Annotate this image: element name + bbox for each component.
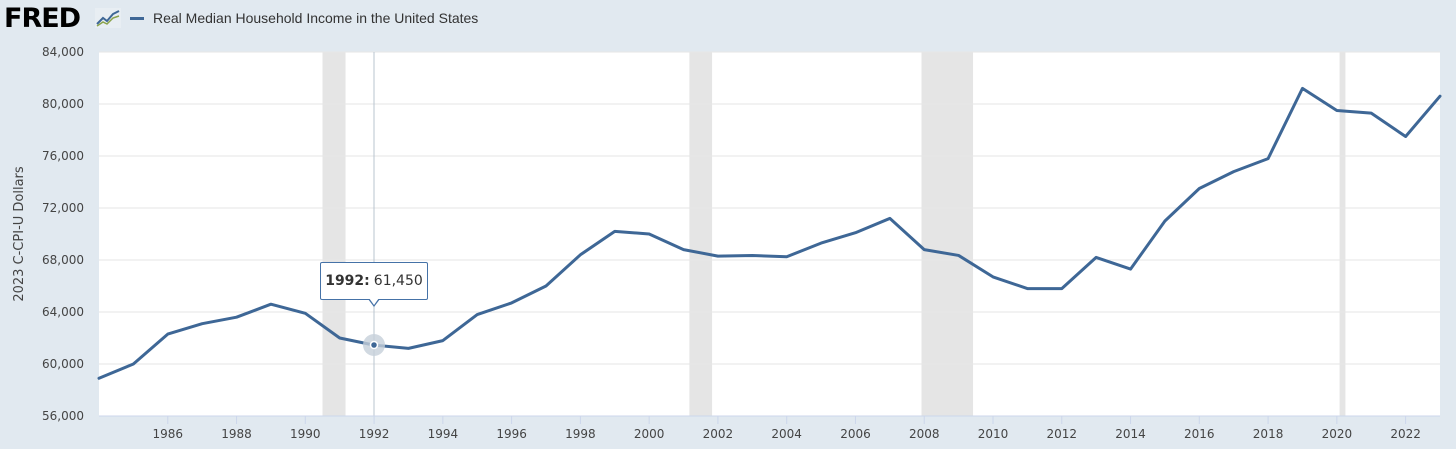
x-tick-label: 1986: [152, 427, 183, 441]
y-axis-title: 2023 C-CPI-U Dollars: [12, 166, 27, 302]
x-tick-label: 2004: [771, 427, 802, 441]
legend-label: Real Median Household Income in the Unit…: [153, 10, 479, 26]
recession-band: [322, 52, 346, 416]
y-tick-label: 60,000: [42, 357, 84, 371]
series-layer: [97, 86, 1442, 380]
y-tick-label: 68,000: [42, 253, 84, 267]
series-line: [97, 86, 1442, 380]
y-tick-label: 80,000: [42, 97, 84, 111]
y-tick-label: 84,000: [42, 45, 84, 59]
x-tick-label: 2010: [978, 427, 1009, 441]
y-axis: 56,000 60,000 64,000 68,000 72,000 76,000 80,0…: [42, 45, 84, 423]
x-tick-label: 2006: [840, 427, 871, 441]
recession-band: [1339, 52, 1346, 416]
y-tick-label: 72,000: [42, 201, 84, 215]
x-tick-label: 1998: [565, 427, 596, 441]
x-tick-label: 1990: [290, 427, 321, 441]
legend-swatch: [130, 16, 144, 20]
x-tick-label: 1994: [428, 427, 459, 441]
fred-logo[interactable]: FRED: [4, 3, 81, 34]
x-tick-label: 2000: [634, 427, 665, 441]
x-tick-label: 1992: [359, 427, 390, 441]
x-tick-label: 2002: [703, 427, 734, 441]
x-axis: 1986 1988 1990 1992 1994 1996 1998 2000 2002 2004…: [99, 415, 1440, 441]
gridlines: [99, 51, 1440, 417]
x-tick-label: 2012: [1046, 427, 1077, 441]
tooltip-pointer-fill: [369, 298, 379, 305]
chart-header: FRED Real Median Household Income in the…: [0, 0, 1456, 40]
recession-bands: [322, 52, 1346, 416]
recession-band: [689, 52, 713, 416]
y-tick-label: 64,000: [42, 305, 84, 319]
fred-logo-graph-icon: [95, 8, 121, 28]
x-tick-label: 1988: [221, 427, 252, 441]
x-tick-label: 2020: [1322, 427, 1353, 441]
x-tick-label: 2014: [1115, 427, 1146, 441]
tooltip-year: 1992:: [325, 273, 370, 289]
y-tick-label: 76,000: [42, 149, 84, 163]
legend[interactable]: Real Median Household Income in the Unit…: [130, 10, 478, 26]
hover-marker[interactable]: [369, 340, 379, 350]
tooltip-value: 61,450: [373, 273, 423, 289]
x-tick-label: 2016: [1184, 427, 1215, 441]
y-tick-label: 56,000: [42, 409, 84, 423]
recession-band: [921, 52, 974, 416]
plot-area: [99, 52, 1440, 416]
x-tick-label: 2008: [909, 427, 940, 441]
x-tick-label: 1996: [496, 427, 527, 441]
x-tick-label: 2018: [1253, 427, 1284, 441]
x-tick-label: 2022: [1390, 427, 1421, 441]
tooltip: 1992: 61,450: [320, 262, 428, 300]
